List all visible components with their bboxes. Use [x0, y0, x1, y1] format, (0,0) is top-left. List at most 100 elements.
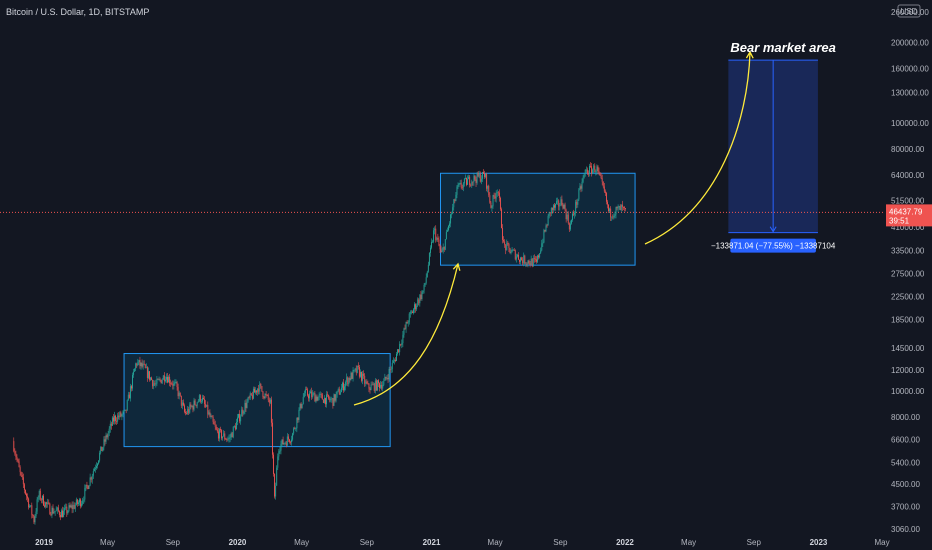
range-box-2[interactable] [440, 172, 636, 266]
candle [264, 393, 266, 400]
candle-body [548, 212, 550, 216]
measure-arrowhead [769, 226, 777, 233]
candle-body [559, 205, 561, 207]
trend-arrow-2[interactable] [644, 50, 754, 245]
candle [69, 502, 71, 509]
measure-label-text: −133871.04 (−77.55%) −13387104 [711, 242, 836, 251]
candle-body [55, 509, 57, 512]
candle-body [116, 420, 118, 422]
candle [156, 376, 158, 387]
candle-body [59, 515, 61, 518]
candle [437, 233, 439, 243]
candle [526, 261, 528, 267]
candle-body [376, 380, 378, 391]
candle-body [106, 435, 108, 438]
candle-body [187, 409, 189, 414]
candle-body [45, 502, 47, 507]
candle-body [576, 201, 578, 205]
candle-body [420, 294, 422, 299]
candle [266, 394, 268, 397]
candle-body [387, 377, 389, 380]
candle-body [310, 391, 312, 394]
candle-body [275, 485, 277, 497]
candle [550, 207, 552, 217]
candle [72, 501, 74, 513]
candle-body [466, 177, 467, 185]
candle-body [263, 396, 265, 399]
candle-body [427, 264, 429, 272]
candle-body [579, 186, 581, 190]
currency-badge[interactable]: USD [897, 4, 921, 18]
symbol-title[interactable]: Bitcoin / U.S. Dollar, 1D, BITSTAMP [6, 7, 149, 17]
candle [216, 427, 218, 434]
candle-body [121, 414, 123, 417]
candle [209, 409, 211, 418]
candle [96, 462, 97, 470]
candle-body [567, 214, 569, 224]
candle [334, 394, 336, 403]
measure-label[interactable]: −133871.04 (−77.55%) −13387104 [711, 238, 836, 253]
y-tick-label: 64000.00 [891, 171, 925, 180]
candle-body [13, 441, 15, 452]
candle-body [264, 394, 266, 399]
candle [79, 497, 80, 506]
candle [263, 396, 265, 400]
candle-body [97, 463, 98, 467]
candle [321, 393, 323, 400]
candle [298, 407, 300, 423]
candle-body [586, 169, 588, 174]
candle-body [290, 441, 291, 443]
x-tick-label: May [488, 538, 503, 547]
candle-body [194, 400, 196, 405]
candle [354, 367, 356, 372]
candle [123, 410, 125, 413]
candle [514, 249, 516, 261]
candle-body [416, 305, 418, 310]
candle [197, 398, 199, 403]
candle-body [355, 368, 357, 373]
candle-body [19, 467, 21, 473]
candle [624, 206, 625, 212]
candle-body [459, 182, 461, 184]
candle [112, 414, 114, 425]
candle [477, 171, 479, 178]
candle [565, 208, 567, 223]
candle-body [537, 255, 538, 262]
candle-body [463, 178, 465, 184]
candle-body [54, 511, 56, 513]
candle-body [491, 206, 493, 208]
candle-body [349, 377, 351, 381]
candle-body [287, 436, 289, 440]
candle-body [123, 410, 125, 412]
candle [242, 407, 244, 417]
candle [397, 349, 399, 356]
candle-body [238, 414, 239, 418]
candle [170, 379, 172, 387]
candle [49, 502, 51, 515]
candle-body [299, 403, 301, 410]
candle [311, 387, 313, 400]
candle-body [389, 368, 391, 370]
candle-body [607, 201, 608, 205]
candle [309, 390, 311, 402]
candle [598, 167, 600, 176]
candle [602, 181, 604, 189]
trend-arrow-1[interactable] [353, 262, 461, 406]
candle-body [426, 271, 428, 278]
candle [54, 511, 56, 516]
range-box-1[interactable] [123, 353, 391, 448]
candle-body [595, 171, 597, 173]
x-tick-label: May [681, 538, 696, 547]
candle [593, 164, 595, 174]
candle [443, 246, 445, 252]
candle [246, 398, 248, 409]
candle-body [619, 205, 621, 211]
candle [618, 205, 620, 210]
candle-body [245, 402, 247, 408]
candle [436, 236, 438, 242]
candle-body [356, 365, 358, 373]
y-tick-label: 12000.00 [891, 366, 925, 375]
candle [531, 258, 533, 268]
candle [343, 379, 344, 393]
